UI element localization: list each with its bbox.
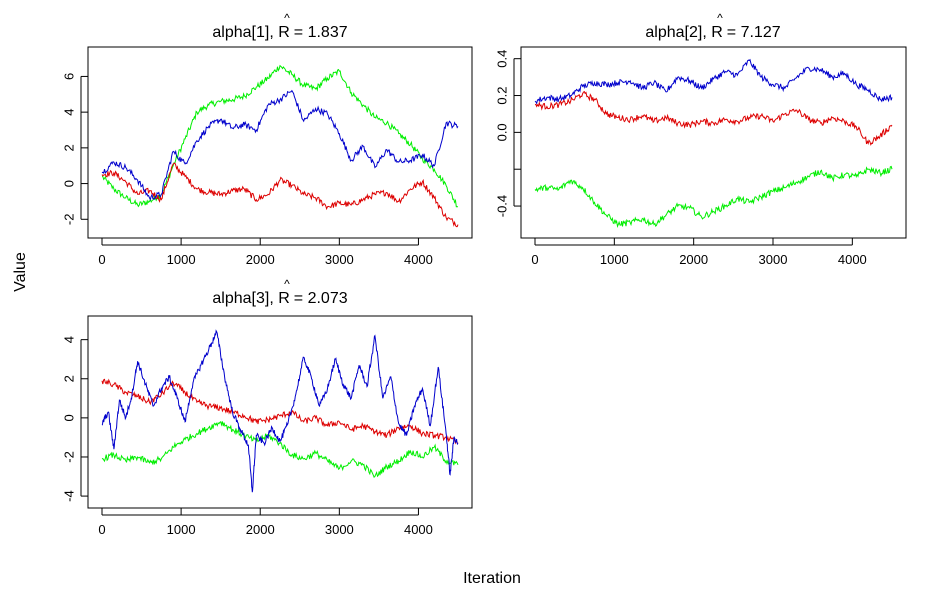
trace-line [101,89,459,201]
trace-line [101,378,459,445]
plot-frame [87,46,473,239]
y-tick-label: 4 [61,109,76,116]
rhat-symbol: R [711,24,723,41]
x-tick-label: 2000 [246,252,275,267]
trace-line [101,162,459,228]
x-tick-label: 2000 [679,252,708,267]
trace-line [534,165,893,228]
x-tick-label: 2000 [246,522,275,537]
rhat-symbol: R [278,290,290,307]
y-tick-label: -0.4 [494,195,509,217]
trace-line [101,420,459,479]
y-tick-label: 4 [61,336,76,343]
rhat-hat: ^ [284,11,290,25]
trace-line [102,64,459,208]
x-tick-label: 3000 [325,252,354,267]
panel-title: alpha[2], R = 7.127 [645,24,780,41]
panel-title: alpha[3], R = 2.073 [212,290,347,307]
x-tick-label: 4000 [404,252,433,267]
trace-panel-alpha-3: alpha[3], R = 2.073 ^ 0 1000 2000 3000 4000 -4… [61,277,473,537]
rhat-hat: ^ [284,277,290,291]
y-tick-label: 0.4 [494,50,509,68]
x-tick-label: 1000 [600,252,629,267]
panel-title: alpha[1], R = 1.837 [212,24,347,41]
y-axis-label: Value [12,252,29,292]
x-tick-label: 0 [98,252,105,267]
trace-panel-alpha-1: alpha[1], R = 1.837 ^ 0 1000 2000 3000 4000 -2… [61,11,473,267]
x-tick-label: 4000 [838,252,867,267]
rhat-hat: ^ [717,11,723,25]
x-tick-label: 0 [98,522,105,537]
y-tick-label: 2 [61,375,76,382]
y-tick-label: -2 [61,214,76,226]
plot-frame [87,315,473,509]
trace-panel-alpha-2: alpha[2], R = 7.127 ^ 0 1000 2000 3000 4000 -0… [494,11,907,267]
y-tick-label: 0.2 [494,86,509,104]
y-tick-label: 6 [61,73,76,80]
x-tick-label: 0 [531,252,538,267]
x-tick-label: 3000 [759,252,788,267]
x-tick-label: 4000 [404,522,433,537]
trace-line [534,90,893,146]
plot-frame [520,46,907,239]
rhat-symbol: R [278,24,290,41]
y-tick-label: 0 [61,180,76,187]
y-tick-label: 2 [61,144,76,151]
x-tick-label: 1000 [167,252,196,267]
y-tick-label: -2 [61,451,76,463]
trace-line [101,329,459,493]
y-tick-label: -4 [61,490,76,502]
y-tick-label: 0 [61,414,76,421]
x-tick-label: 3000 [325,522,354,537]
x-axis-label: Iteration [463,570,521,587]
y-tick-label: 0.0 [494,123,509,141]
trace-line [534,58,893,105]
x-tick-label: 1000 [167,522,196,537]
